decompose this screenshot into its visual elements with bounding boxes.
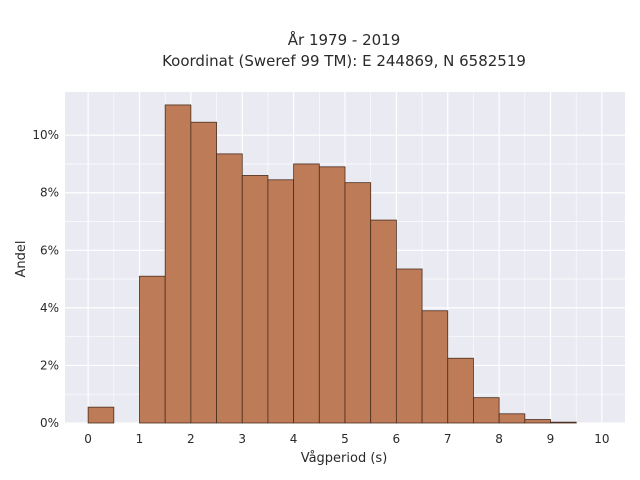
x-tick-label: 0: [84, 432, 92, 446]
x-tick-label: 2: [187, 432, 195, 446]
y-tick-label: 4%: [40, 301, 59, 315]
y-tick-labels: 0% 2% 4% 6% 8% 10%: [32, 128, 59, 430]
x-tick-label: 8: [495, 432, 503, 446]
histogram-bar: [344, 182, 372, 424]
histogram-bar: [395, 268, 423, 424]
histogram-bar: [447, 357, 474, 424]
x-tick-label: 4: [290, 432, 298, 446]
histogram-bar: [164, 104, 192, 424]
y-tick-label: 0%: [40, 416, 59, 430]
chart-title-line-2: Koordinat (Sweref 99 TM): E 244869, N 65…: [162, 52, 526, 70]
x-tick-labels: 0 1 2 3 4 5 6 7 8 9 10: [84, 432, 609, 446]
y-tick-label: 2%: [40, 358, 59, 372]
histogram-bar: [370, 219, 397, 424]
x-tick-label: 9: [547, 432, 555, 446]
x-tick-label: 7: [444, 432, 452, 446]
y-axis-label: Andel: [14, 241, 29, 278]
histogram-bar: [421, 310, 449, 424]
histogram-bar: [267, 179, 295, 424]
y-tick-label: 6%: [40, 243, 59, 257]
y-tick-label: 10%: [32, 128, 59, 142]
chart-title-line-1: År 1979 - 2019: [288, 30, 401, 49]
histogram-bar: [241, 175, 269, 424]
histogram-bar: [139, 275, 166, 424]
histogram-bar: [190, 121, 217, 424]
x-tick-label: 5: [341, 432, 349, 446]
y-tick-label: 8%: [40, 186, 59, 200]
bars: [87, 104, 577, 424]
histogram-bar: [524, 419, 551, 424]
histogram-bar: [473, 397, 500, 424]
histogram-bar: [293, 163, 320, 424]
histogram-bar: [498, 413, 526, 424]
histogram-bar: [318, 166, 346, 424]
histogram-bar: [550, 421, 577, 424]
x-axis-label: Vågperiod (s): [301, 451, 388, 466]
x-tick-label: 10: [594, 432, 609, 446]
x-tick-label: 6: [393, 432, 401, 446]
x-tick-label: 3: [238, 432, 246, 446]
x-tick-label: 1: [136, 432, 144, 446]
histogram-bar: [87, 406, 115, 424]
histogram-bar: [216, 153, 243, 424]
